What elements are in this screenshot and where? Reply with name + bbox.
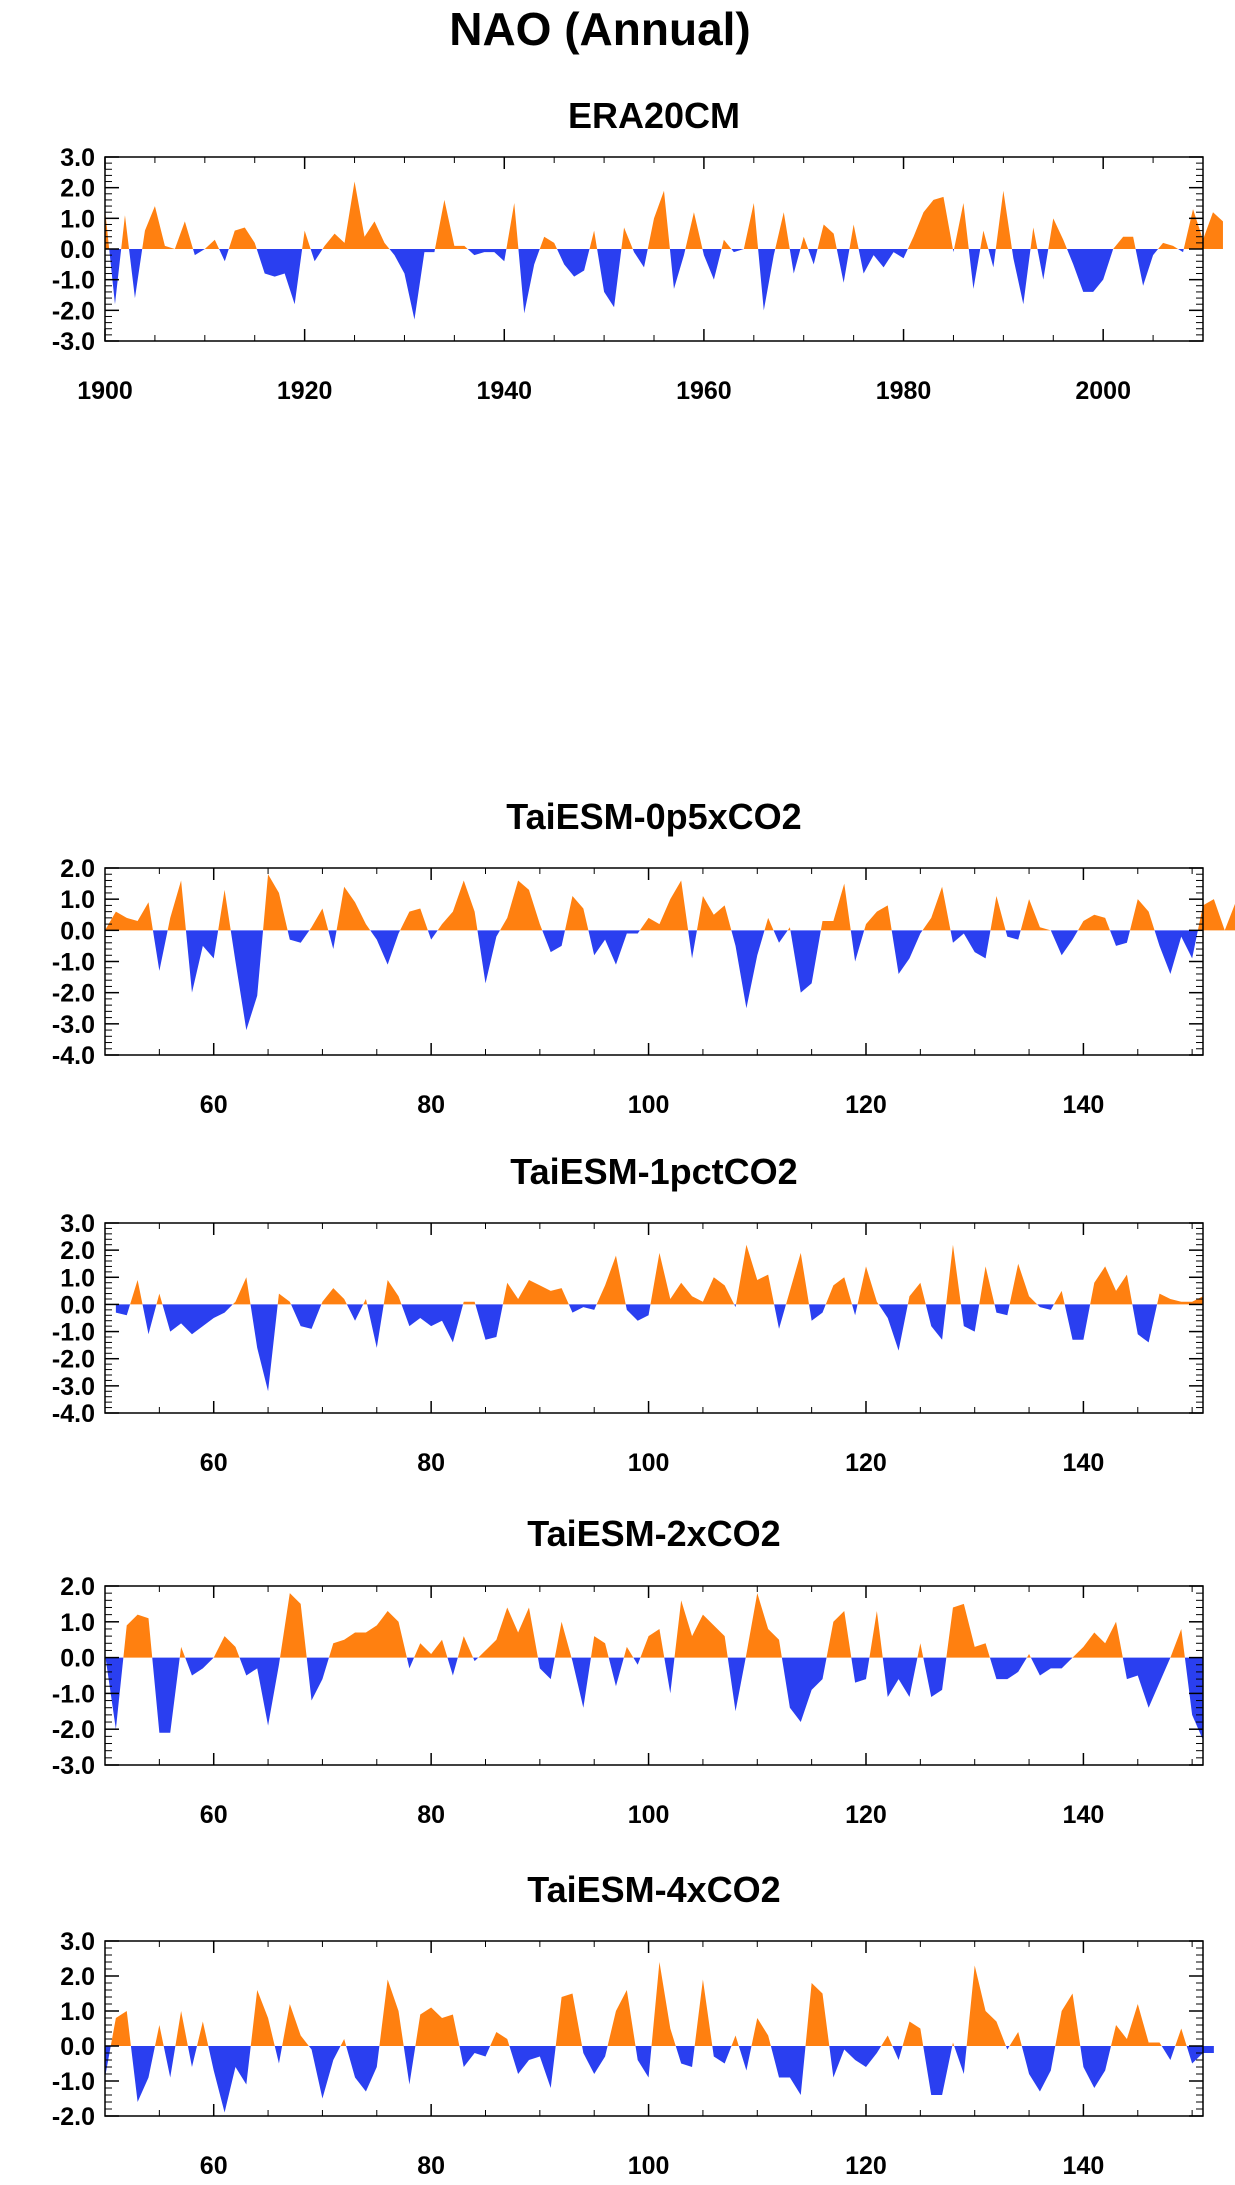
x-tick-label: 120 <box>845 1801 887 1829</box>
x-tick-label: 80 <box>417 1449 445 1477</box>
y-tick-label: -4.0 <box>52 1042 95 1070</box>
x-tick-label: 1940 <box>476 377 532 405</box>
x-tick-label: 1980 <box>876 377 932 405</box>
positive-area <box>105 874 1235 931</box>
y-tick-label: 2.0 <box>60 1237 95 1265</box>
negative-area <box>105 249 1223 320</box>
y-tick-label: -1.0 <box>52 267 95 295</box>
x-tick-label: 100 <box>628 1091 670 1119</box>
panel-taiesm-0p5xco2: TaiESM-0p5xCO2 2.0 1.0 0.0 -1.0 -2.0 -3.0 -4.0 6… <box>52 796 1235 1119</box>
figure-title: NAO (Annual) <box>449 3 751 55</box>
y-tick-label: 0.0 <box>60 917 95 945</box>
positive-area <box>115 1244 1204 1305</box>
y-tick-label: -2.0 <box>52 1346 95 1374</box>
x-tick-label: 120 <box>845 1449 887 1477</box>
plot-frame <box>104 1940 1204 2117</box>
y-tick-label: 1.0 <box>60 1609 95 1637</box>
panel-title: TaiESM-2xCO2 <box>527 1513 780 1554</box>
x-tick-label: 80 <box>417 2152 445 2180</box>
y-tick-label: -1.0 <box>52 949 95 977</box>
panel-title: TaiESM-0p5xCO2 <box>506 796 801 837</box>
y-tick-label: 1.0 <box>60 886 95 914</box>
positive-area <box>105 1593 1203 1658</box>
y-tick-label: -2.0 <box>52 980 95 1008</box>
y-tick-label: 2.0 <box>60 855 95 883</box>
panel-title: TaiESM-1pctCO2 <box>510 1151 797 1192</box>
positive-area <box>105 181 1223 249</box>
y-tick-label: 2.0 <box>60 175 95 203</box>
x-tick-label: 60 <box>200 2152 228 2180</box>
positive-area <box>105 1962 1214 2046</box>
y-tick-label: 0.0 <box>60 236 95 264</box>
y-tick-label: 3.0 <box>60 1928 95 1956</box>
y-tick-label: 2.0 <box>60 1963 95 1991</box>
y-tick-label: -1.0 <box>52 1319 95 1347</box>
y-tick-label: 2.0 <box>60 1573 95 1601</box>
x-tick-label: 60 <box>200 1801 228 1829</box>
panel-title: TaiESM-4xCO2 <box>527 1869 780 1910</box>
y-tick-label: 1.0 <box>60 205 95 233</box>
plot-frame <box>104 1585 1204 1766</box>
y-tick-label: -4.0 <box>52 1400 95 1428</box>
x-tick-label: 2000 <box>1075 377 1131 405</box>
y-tick-label: -2.0 <box>52 1716 95 1744</box>
x-tick-label: 100 <box>628 1449 670 1477</box>
y-tick-label: -3.0 <box>52 328 95 356</box>
x-tick-label: 120 <box>845 2152 887 2180</box>
panel-title: ERA20CM <box>568 95 740 136</box>
x-tick-label: 140 <box>1063 1801 1105 1829</box>
y-tick-label: 1.0 <box>60 1998 95 2026</box>
y-tick-label: -3.0 <box>52 1011 95 1039</box>
y-tick-label: 1.0 <box>60 1264 95 1292</box>
x-tick-label: 140 <box>1063 1091 1105 1119</box>
x-tick-label: 60 <box>200 1449 228 1477</box>
y-tick-label: 3.0 <box>60 144 95 172</box>
y-tick-label: -3.0 <box>52 1752 95 1780</box>
x-tick-label: 1900 <box>77 377 133 405</box>
negative-area <box>115 1304 1204 1392</box>
x-tick-label: 1960 <box>676 377 732 405</box>
y-tick-label: 0.0 <box>60 1645 95 1673</box>
y-tick-label: -3.0 <box>52 1373 95 1401</box>
x-tick-label: 100 <box>628 1801 670 1829</box>
y-tick-label: -1.0 <box>52 1680 95 1708</box>
panel-taiesm-2xco2: TaiESM-2xCO2 2.0 1.0 0.0 -1.0 -2.0 -3.0 60 80 100… <box>52 1513 1204 1829</box>
negative-area <box>105 2046 1214 2113</box>
x-tick-label: 80 <box>417 1091 445 1119</box>
x-tick-label: 1920 <box>277 377 333 405</box>
y-tick-label: 0.0 <box>60 1291 95 1319</box>
negative-area <box>105 1657 1203 1740</box>
x-tick-label: 60 <box>200 1091 228 1119</box>
panel-taiesm-4xco2: TaiESM-4xCO2 3.0 2.0 1.0 0.0 -1.0 -2.0 60 80 100 1… <box>52 1869 1214 2180</box>
negative-area <box>105 930 1235 1031</box>
plot-frame <box>104 1222 1204 1414</box>
x-tick-label: 80 <box>417 1801 445 1829</box>
x-tick-label: 140 <box>1063 1449 1105 1477</box>
y-tick-label: -2.0 <box>52 297 95 325</box>
y-tick-label: 0.0 <box>60 2033 95 2061</box>
x-tick-label: 100 <box>628 2152 670 2180</box>
panel-taiesm-1pctco2: TaiESM-1pctCO2 3.02.01.00.0-1.0-2.0-3.0-4… <box>52 1151 1204 1477</box>
y-tick-label: -1.0 <box>52 2068 95 2096</box>
x-tick-label: 120 <box>845 1091 887 1119</box>
y-tick-label: -2.0 <box>52 2103 95 2131</box>
panel-era20cm: ERA20CM 3.0 2.01.0 0.0 -1.0-2.0 -3.0 1900 1920 1… <box>52 95 1223 405</box>
x-tick-label: 140 <box>1063 2152 1105 2180</box>
y-tick-label: 3.0 <box>60 1210 95 1238</box>
